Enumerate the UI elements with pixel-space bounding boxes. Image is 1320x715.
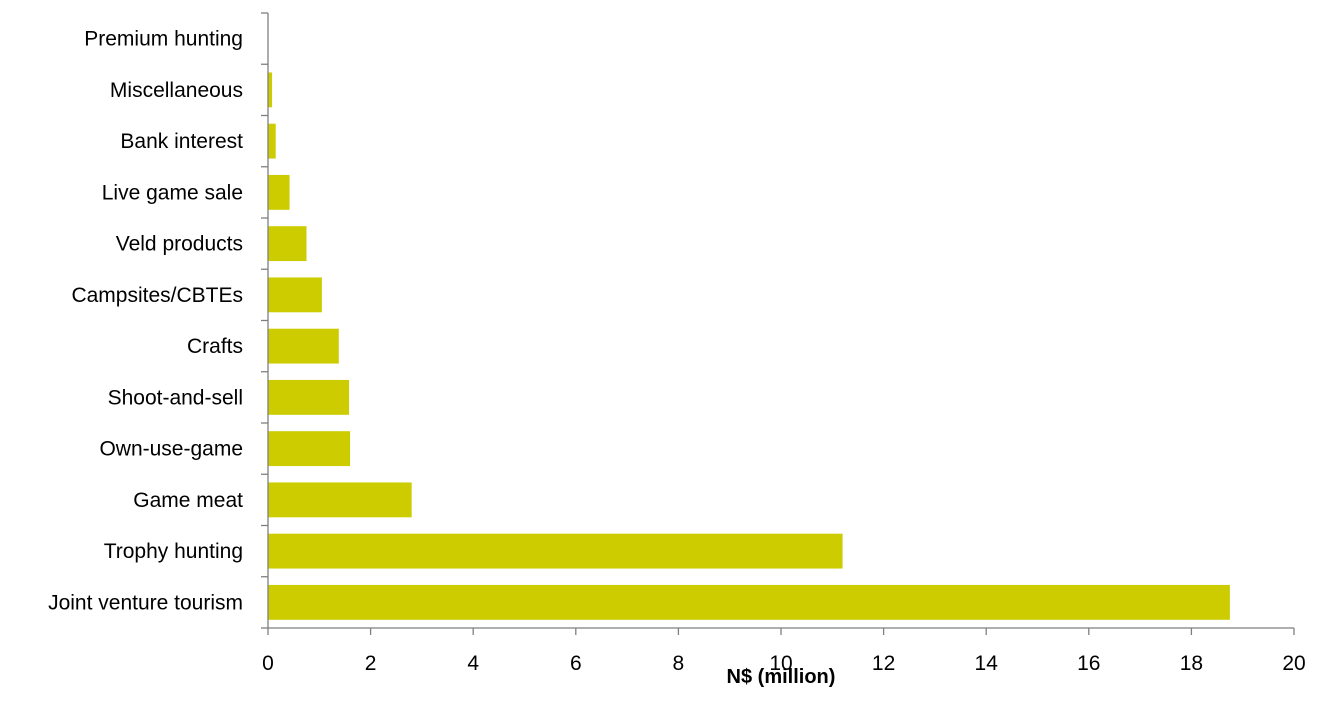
category-label: Joint venture tourism: [48, 591, 243, 614]
bar-miscellaneous: [268, 72, 273, 108]
bar-veld-products: [268, 226, 307, 262]
bar-own-use-game: [268, 431, 351, 467]
category-label: Miscellaneous: [110, 79, 243, 102]
category-labels: Joint venture tourism Trophy hunting Game …: [48, 28, 243, 615]
category-label: Own-use-game: [99, 438, 243, 461]
bar-crafts: [268, 328, 339, 364]
category-label: Live game sale: [102, 181, 243, 204]
bar-bank-interest: [268, 123, 276, 159]
x-tick-label: 6: [570, 652, 582, 675]
category-label: Premium hunting: [84, 28, 243, 51]
bar-trophy-hunting: [268, 533, 843, 569]
x-axis: 0 2 4 6 8 10 12 14 16 18 20: [262, 627, 1306, 675]
category-label: Bank interest: [120, 130, 243, 153]
category-label: Game meat: [133, 489, 243, 512]
category-label: Trophy hunting: [104, 540, 243, 563]
x-tick-label: 16: [1077, 652, 1100, 675]
category-label: Shoot-and-sell: [108, 386, 243, 409]
x-tick-label: 20: [1282, 652, 1305, 675]
bar-joint-venture-tourism: [268, 584, 1230, 620]
x-tick-label: 8: [673, 652, 685, 675]
category-label: Crafts: [187, 335, 243, 358]
x-tick-label: 14: [975, 652, 999, 675]
x-axis-title: N$ (million): [727, 666, 836, 688]
bar-game-meat: [268, 482, 412, 518]
x-tick-label: 10: [769, 652, 792, 675]
x-tick-label: 0: [262, 652, 274, 675]
x-tick-label: 18: [1180, 652, 1203, 675]
x-tick-label: 2: [365, 652, 377, 675]
bar-shoot-and-sell: [268, 379, 350, 415]
bar-campsites-cbtes: [268, 277, 322, 313]
x-tick-label: 12: [872, 652, 895, 675]
bars-group: [268, 21, 1230, 620]
category-label: Campsites/CBTEs: [71, 284, 243, 307]
category-label: Veld products: [116, 233, 243, 256]
y-axis: [261, 12, 269, 629]
bar-live-game-sale: [268, 174, 290, 210]
x-tick-label: 4: [467, 652, 479, 675]
